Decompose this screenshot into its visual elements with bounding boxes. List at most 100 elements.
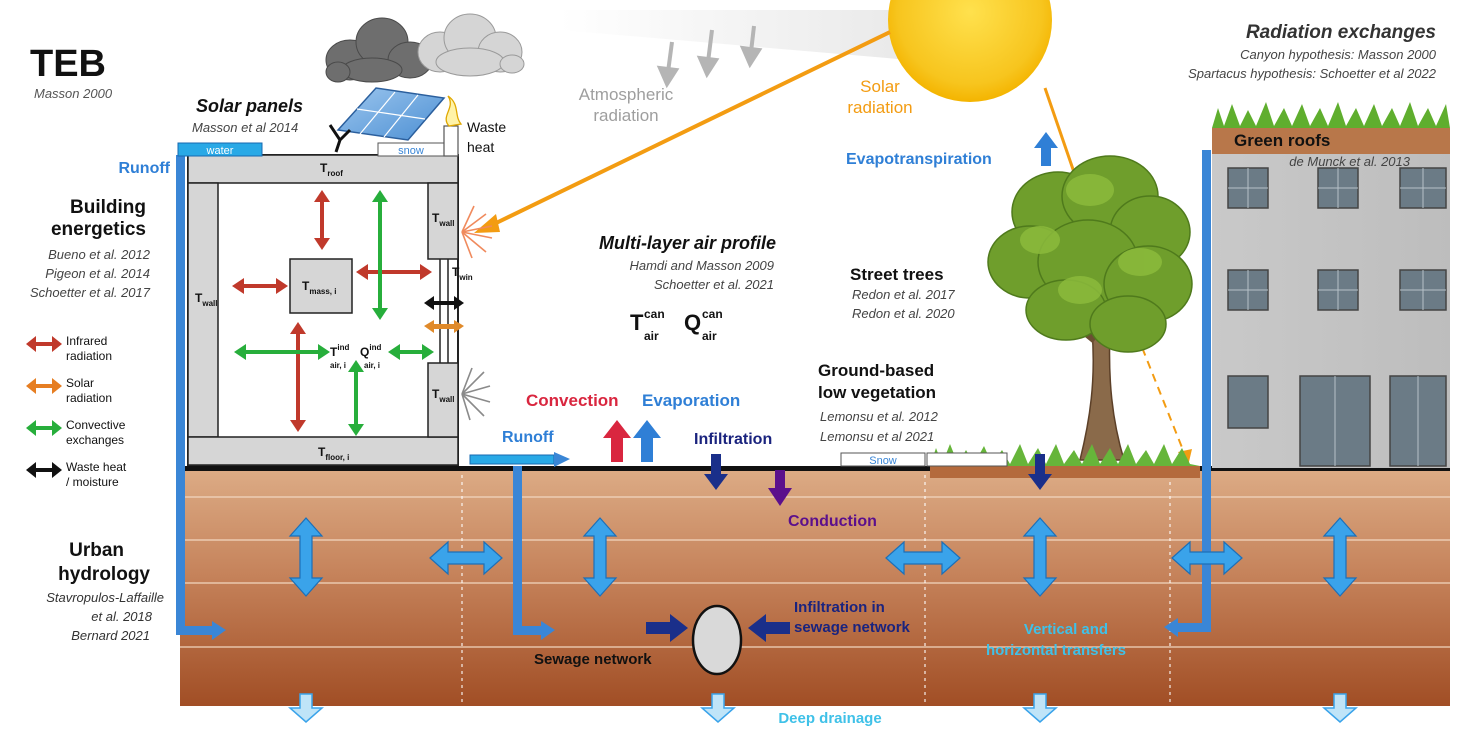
atmospheric-label-line2: radiation [593, 106, 658, 125]
right-building [1212, 128, 1450, 468]
q-air-can-Q: Q [684, 310, 701, 335]
legend-solar-line2: radiation [66, 391, 112, 405]
t-wall-upper-sub: wall [438, 219, 454, 228]
air-profile-ref2: Schoetter et al. 2021 [654, 277, 774, 292]
legend-waste-line2: / moisture [66, 475, 119, 489]
soil-transfer-arrows [288, 517, 1358, 597]
q-air-ind-Q: Q [360, 345, 369, 359]
solar-burst-icon [461, 205, 493, 259]
legend-item-waste-heat: Waste heat / moisture [26, 460, 127, 489]
legend-item-solar: Solar radiation [26, 376, 112, 405]
temperature-labels: Troof Twall Twall Twall Twin Tmass, i Tf… [195, 161, 473, 462]
page-title: TEB [30, 43, 106, 85]
transfers-line2: horizontal transfers [986, 642, 1126, 659]
radiation-ref1: Canyon hypothesis: Masson 2000 [1240, 47, 1437, 62]
deep-drainage-label: Deep drainage [778, 710, 881, 727]
infrared-arrows [232, 190, 432, 432]
window-exchange-arrows [424, 296, 464, 333]
green-roofs-ref: de Munck et al. 2013 [1289, 154, 1410, 169]
transfers-line1: Vertical and [1024, 621, 1108, 638]
solar-panel [328, 87, 446, 153]
hydrology-title-line1: Urban [69, 540, 124, 561]
waste-heat-line2: heat [467, 139, 494, 155]
legend-waste-line1: Waste heat [66, 460, 127, 474]
runoff-mid-label: Runoff [502, 429, 554, 446]
sewage-network-label: Sewage network [534, 651, 652, 668]
hydrology-ref3: Bernard 2021 [71, 628, 150, 643]
atmospheric-label-line1: Atmospheric [579, 85, 674, 104]
ground-snow-2 [926, 452, 1008, 467]
svg-text:Twall: Twall [195, 291, 217, 308]
hydrology-title-line2: hydrology [58, 564, 150, 585]
t-floor-T: T [318, 445, 326, 459]
waste-heat-line1: Waste [467, 119, 506, 135]
solar-panels-ref: Masson et al 2014 [192, 120, 298, 135]
legend-infrared-line2: radiation [66, 349, 112, 363]
chimney [443, 125, 459, 157]
legend-infrared-line1: Infrared [66, 334, 107, 348]
t-floor-sub: floor, i [325, 453, 349, 462]
legend-item-infrared: Infrared radiation [26, 334, 112, 363]
ground-surface [180, 466, 1450, 471]
svg-text:Twall: Twall [432, 387, 454, 404]
legend-convective-line1: Convective [66, 418, 126, 432]
building-ref1: Bueno et al. 2012 [48, 247, 151, 262]
solar-panels-title: Solar panels [196, 96, 303, 116]
legend-solar-line1: Solar [66, 376, 94, 390]
q-air-can-sub: air [702, 329, 717, 343]
low-veg-soil [930, 466, 1200, 478]
canyon-air-variables: T can air Q can air [630, 307, 723, 343]
ground-snow-label: Snow [869, 455, 897, 467]
left-drain-pipe [176, 155, 226, 640]
t-air-can-sup: can [644, 307, 665, 321]
sun-icon [888, 0, 1052, 102]
hydrology-ref2: et al. 2018 [91, 609, 152, 624]
q-air-ind-sup: ind [369, 343, 381, 352]
q-air-can-sup: can [702, 307, 723, 321]
evaporation-label: Evaporation [642, 391, 740, 410]
conduction-arrow-icon [768, 470, 792, 506]
infiltration-label: Infiltration [694, 431, 772, 448]
q-air-ind-sub: air, i [364, 361, 380, 370]
street-tree-icon [987, 155, 1193, 461]
t-air-ind-sub: air, i [330, 361, 346, 370]
svg-text:Twall: Twall [432, 211, 454, 228]
t-roof-sub: roof [327, 169, 343, 178]
t-wall-left-T: T [195, 291, 203, 305]
t-wall-lower-T: T [432, 387, 440, 401]
street-trees-ref1: Redon et al. 2017 [852, 287, 955, 302]
low-veg-title-line2: low vegetation [818, 383, 936, 402]
soil-layers [180, 470, 1450, 706]
air-profile-ref1: Hamdi and Masson 2009 [629, 258, 774, 273]
infiltration-arrows [704, 454, 1052, 490]
soil-layer-lines [180, 496, 1450, 648]
sewage-infil-line2: sewage network [794, 619, 911, 636]
solar-label-line2: radiation [847, 98, 912, 117]
hydrology-ref1: Stavropulos-Laffaille [46, 590, 164, 605]
legend: Infrared radiation Solar radiation Conve… [26, 334, 127, 489]
sewage-infil-line1: Infiltration in [794, 599, 885, 616]
convection-label: Convection [526, 391, 619, 410]
evapotranspiration-label: Evapotranspiration [846, 151, 992, 168]
t-air-can-sub: air [644, 329, 659, 343]
t-mass-T: T [302, 279, 310, 293]
t-wall-lower-sub: wall [438, 395, 454, 404]
svg-text:Tind: Tind [330, 343, 349, 359]
svg-text:Twin: Twin [452, 265, 473, 282]
green-roofs-title: Green roofs [1234, 131, 1330, 150]
waste-heat-flame [445, 95, 463, 127]
evaporation-arrow-icon [633, 420, 661, 462]
svg-text:Qind: Qind [360, 343, 381, 359]
roof-water-label: water [206, 145, 234, 157]
building-ref3: Schoetter et al. 2017 [30, 285, 151, 300]
t-win-T: T [452, 265, 460, 279]
legend-convective-line2: exchanges [66, 433, 124, 447]
roof-water [177, 142, 263, 157]
building-title-line2: energetics [51, 219, 146, 240]
low-veg-ref1: Lemonsu et al. 2012 [820, 409, 939, 424]
evapotranspiration-arrow-icon [1034, 132, 1058, 166]
t-wall-left-sub: wall [201, 299, 217, 308]
t-air-can-T: T [630, 310, 644, 335]
roof-snow-label: snow [398, 145, 424, 157]
